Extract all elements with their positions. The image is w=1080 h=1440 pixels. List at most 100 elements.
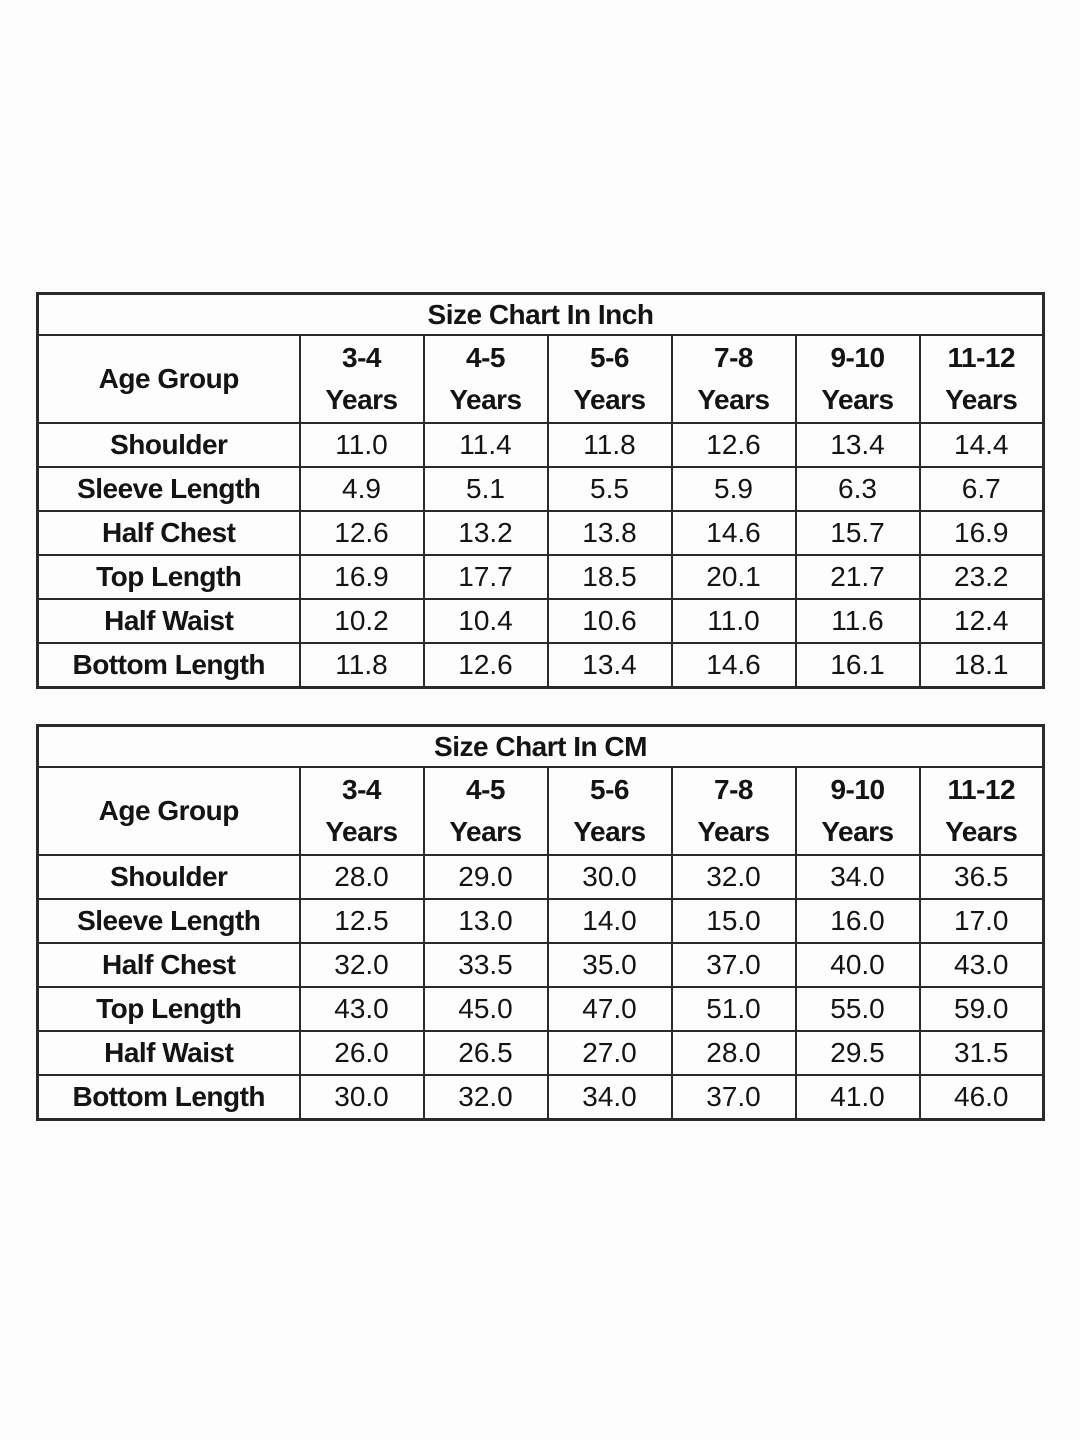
- table-title: Size Chart In CM: [36, 724, 1045, 768]
- value-cell: 17.0: [918, 898, 1045, 944]
- value-cell: 5.5: [546, 466, 673, 512]
- age-column-header: 4-5 Years: [422, 334, 549, 424]
- row-label: Bottom Length: [36, 642, 301, 689]
- age-range-label: 5-6: [590, 342, 629, 373]
- age-range-label: 3-4: [342, 342, 381, 373]
- age-column-header: 11-12 Years: [918, 334, 1045, 424]
- row-label: Shoulder: [36, 422, 301, 468]
- value-cell: 41.0: [794, 1074, 921, 1121]
- value-cell: 23.2: [918, 554, 1045, 600]
- value-cell: 36.5: [918, 854, 1045, 900]
- value-cell: 6.7: [918, 466, 1045, 512]
- value-cell: 33.5: [422, 942, 549, 988]
- row-label: Bottom Length: [36, 1074, 301, 1121]
- value-cell: 11.0: [670, 598, 797, 644]
- value-cell: 14.0: [546, 898, 673, 944]
- value-cell: 10.4: [422, 598, 549, 644]
- row-label: Half Waist: [36, 1030, 301, 1076]
- value-cell: 26.0: [298, 1030, 425, 1076]
- value-cell: 29.0: [422, 854, 549, 900]
- value-cell: 45.0: [422, 986, 549, 1032]
- value-cell: 11.8: [546, 422, 673, 468]
- age-unit-label: Years: [449, 384, 522, 415]
- value-cell: 6.3: [794, 466, 921, 512]
- age-range-label: 4-5: [466, 774, 505, 805]
- age-range-label: 7-8: [714, 342, 753, 373]
- age-column-header: 5-6 Years: [546, 766, 673, 856]
- age-column-header: 11-12 Years: [918, 766, 1045, 856]
- value-cell: 11.0: [298, 422, 425, 468]
- age-range-label: 7-8: [714, 774, 753, 805]
- row-label: Sleeve Length: [36, 898, 301, 944]
- value-cell: 13.2: [422, 510, 549, 556]
- age-range-label: 4-5: [466, 342, 505, 373]
- value-cell: 12.5: [298, 898, 425, 944]
- value-cell: 18.5: [546, 554, 673, 600]
- age-column-header: 7-8 Years: [670, 334, 797, 424]
- value-cell: 40.0: [794, 942, 921, 988]
- value-cell: 15.0: [670, 898, 797, 944]
- value-cell: 5.9: [670, 466, 797, 512]
- row-label: Half Waist: [36, 598, 301, 644]
- value-cell: 16.1: [794, 642, 921, 689]
- table-row: Sleeve Length 4.9 5.1 5.5 5.9 6.3 6.7: [36, 466, 1045, 512]
- value-cell: 13.8: [546, 510, 673, 556]
- size-chart-table-inch: Size Chart In Inch Age Group 3-4 Years 4-5 Ye…: [36, 292, 1046, 689]
- value-cell: 30.0: [546, 854, 673, 900]
- age-unit-label: Years: [945, 816, 1018, 847]
- age-group-header: Age Group: [36, 766, 301, 856]
- value-cell: 17.7: [422, 554, 549, 600]
- value-cell: 37.0: [670, 942, 797, 988]
- size-chart-table-cm: Size Chart In CM Age Group 3-4 Years 4-5 Year…: [36, 724, 1046, 1121]
- table-row: Bottom Length 30.0 32.0 34.0 37.0 41.0 46.0: [36, 1074, 1045, 1121]
- value-cell: 14.6: [670, 642, 797, 689]
- table-row: Shoulder 11.0 11.4 11.8 12.6 13.4 14.4: [36, 422, 1045, 468]
- table-row: Top Length 16.9 17.7 18.5 20.1 21.7 23.2: [36, 554, 1045, 600]
- value-cell: 10.6: [546, 598, 673, 644]
- value-cell: 28.0: [298, 854, 425, 900]
- value-cell: 32.0: [670, 854, 797, 900]
- value-cell: 5.1: [422, 466, 549, 512]
- value-cell: 30.0: [298, 1074, 425, 1121]
- age-unit-label: Years: [821, 816, 894, 847]
- age-column-header: 7-8 Years: [670, 766, 797, 856]
- value-cell: 16.0: [794, 898, 921, 944]
- value-cell: 34.0: [794, 854, 921, 900]
- age-unit-label: Years: [449, 816, 522, 847]
- value-cell: 14.4: [918, 422, 1045, 468]
- value-cell: 26.5: [422, 1030, 549, 1076]
- age-range-label: 9-10: [830, 342, 885, 373]
- age-column-header: 3-4 Years: [298, 766, 425, 856]
- value-cell: 32.0: [298, 942, 425, 988]
- age-column-header: 4-5 Years: [422, 766, 549, 856]
- row-label: Shoulder: [36, 854, 301, 900]
- value-cell: 47.0: [546, 986, 673, 1032]
- value-cell: 43.0: [918, 942, 1045, 988]
- value-cell: 32.0: [422, 1074, 549, 1121]
- value-cell: 11.4: [422, 422, 549, 468]
- table-row: Top Length 43.0 45.0 47.0 51.0 55.0 59.0: [36, 986, 1045, 1032]
- row-label: Sleeve Length: [36, 466, 301, 512]
- value-cell: 16.9: [918, 510, 1045, 556]
- age-unit-label: Years: [697, 816, 770, 847]
- table-row: Half Waist 26.0 26.5 27.0 28.0 29.5 31.5: [36, 1030, 1045, 1076]
- value-cell: 46.0: [918, 1074, 1045, 1121]
- value-cell: 18.1: [918, 642, 1045, 689]
- value-cell: 16.9: [298, 554, 425, 600]
- row-label: Half Chest: [36, 942, 301, 988]
- table-row: Half Chest 12.6 13.2 13.8 14.6 15.7 16.9: [36, 510, 1045, 556]
- row-label: Top Length: [36, 986, 301, 1032]
- size-chart-tables: Size Chart In Inch Age Group 3-4 Years 4-5 Ye…: [36, 292, 1046, 1121]
- age-column-header: 3-4 Years: [298, 334, 425, 424]
- value-cell: 10.2: [298, 598, 425, 644]
- value-cell: 12.6: [298, 510, 425, 556]
- age-range-label: 3-4: [342, 774, 381, 805]
- age-group-header: Age Group: [36, 334, 301, 424]
- age-range-label: 11-12: [947, 774, 1016, 805]
- value-cell: 59.0: [918, 986, 1045, 1032]
- value-cell: 12.6: [422, 642, 549, 689]
- value-cell: 21.7: [794, 554, 921, 600]
- value-cell: 12.6: [670, 422, 797, 468]
- age-unit-label: Years: [325, 816, 398, 847]
- value-cell: 37.0: [670, 1074, 797, 1121]
